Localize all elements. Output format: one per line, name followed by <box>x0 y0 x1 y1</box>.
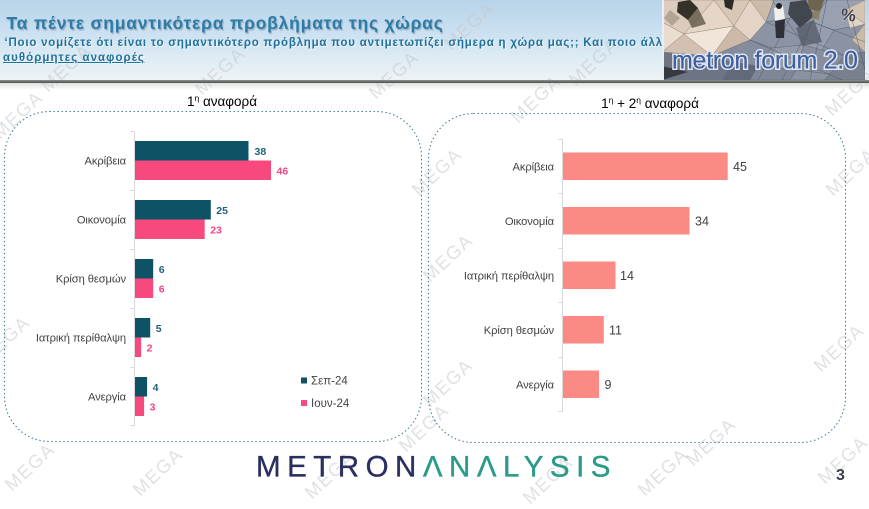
svg-text:Οικονομία: Οικονομία <box>77 215 127 227</box>
svg-text:%: % <box>840 5 858 26</box>
svg-text:1η αναφορά: 1η αναφορά <box>187 93 257 109</box>
svg-text:9: 9 <box>605 378 612 392</box>
svg-text:46: 46 <box>277 166 289 178</box>
svg-text:Σεπ-24: Σεπ-24 <box>311 376 348 388</box>
svg-text:11: 11 <box>609 324 622 338</box>
svg-text:3: 3 <box>836 467 845 484</box>
svg-text:metron forum 2.0: metron forum 2.0 <box>672 47 858 75</box>
svg-text:Κρίση θεσμών: Κρίση θεσμών <box>484 325 555 337</box>
svg-text:45: 45 <box>733 160 747 174</box>
svg-text:23: 23 <box>210 225 222 237</box>
svg-text:Κρίση θεσμών: Κρίση θεσμών <box>56 274 127 286</box>
svg-text:Ανεργία: Ανεργία <box>516 380 555 392</box>
svg-text:34: 34 <box>695 215 709 229</box>
svg-text:4: 4 <box>153 382 159 394</box>
svg-text:Ιατρική περίθαλψη: Ιατρική περίθαλψη <box>36 333 126 345</box>
svg-text:Ιουν-24: Ιουν-24 <box>311 398 350 410</box>
svg-text:6: 6 <box>159 284 165 296</box>
svg-text:Οικονομία: Οικονομία <box>505 216 555 228</box>
svg-text:2: 2 <box>147 343 153 355</box>
svg-text:Ακρίβεια: Ακρίβεια <box>513 162 555 174</box>
svg-text:metron forum 2.0: metron forum 2.0 <box>672 47 858 75</box>
svg-text:38: 38 <box>255 146 267 158</box>
svg-text:1η + 2η αναφορά: 1η + 2η αναφορά <box>601 95 699 111</box>
svg-text:Ακρίβεια: Ακρίβεια <box>85 156 127 168</box>
svg-text:METRONΛNΛLYSIS: METRONΛNΛLYSIS <box>256 450 617 483</box>
svg-text:3: 3 <box>150 402 156 414</box>
svg-text:Ιατρική περίθαλψη: Ιατρική περίθαλψη <box>464 271 554 283</box>
svg-text:5: 5 <box>156 323 162 335</box>
svg-text:6: 6 <box>159 264 165 276</box>
svg-text:25: 25 <box>216 205 228 217</box>
svg-text:14: 14 <box>620 269 634 283</box>
svg-text:Ανεργία: Ανεργία <box>88 392 127 404</box>
